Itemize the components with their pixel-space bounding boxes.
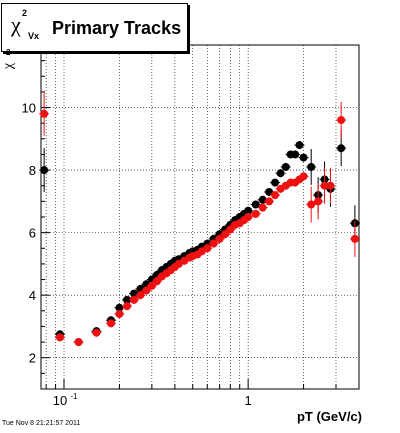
data-point-red xyxy=(320,181,329,190)
data-point-red xyxy=(221,230,230,239)
data-point-black xyxy=(281,162,290,171)
data-point-red xyxy=(209,239,218,248)
data-point-red xyxy=(40,109,49,118)
data-point-black xyxy=(307,162,316,171)
data-point-red xyxy=(74,338,83,347)
y-axis-label-superscript: 2 xyxy=(6,48,11,57)
data-point-red xyxy=(258,203,267,212)
y-axis-label-symbol: χ xyxy=(1,62,17,70)
data-point-red xyxy=(55,333,64,342)
title-subscript: Vx xyxy=(28,31,40,41)
data-point-black xyxy=(291,150,300,159)
data-point-red xyxy=(299,172,308,181)
title-superscript: 2 xyxy=(22,8,28,18)
data-point-black xyxy=(244,206,253,215)
x-tick-label: 1 xyxy=(245,393,252,408)
data-point-red xyxy=(326,181,335,190)
data-point-red xyxy=(350,234,359,243)
data-point-black xyxy=(40,166,49,175)
data-point-red xyxy=(115,309,124,318)
data-point-red xyxy=(271,191,280,200)
y-axis-label: 2 χ xyxy=(1,48,20,78)
chart-title-box: χ 2 Vx Primary Tracks xyxy=(1,3,188,52)
title-chi-symbol: χ xyxy=(11,12,21,37)
data-point-red xyxy=(142,286,151,295)
y-tick-label: 6 xyxy=(29,226,36,241)
data-point-black xyxy=(276,169,285,178)
data-point-red xyxy=(337,116,346,125)
grid-lines xyxy=(41,44,360,389)
data-point-black xyxy=(115,303,124,312)
x-tick-label: 10 xyxy=(53,393,67,408)
data-point-black xyxy=(337,144,346,153)
data-point-red xyxy=(314,197,323,206)
data-point-red xyxy=(147,281,156,290)
y-tick-label: 8 xyxy=(29,163,36,178)
data-point-red xyxy=(92,328,101,337)
x-axis-label: pT (GeV/c) xyxy=(296,409,362,424)
data-point-black xyxy=(251,200,260,209)
chart-title: Primary Tracks xyxy=(52,18,182,38)
data-point-red xyxy=(136,291,145,300)
data-point-red xyxy=(265,197,274,206)
data-point-black xyxy=(271,178,280,187)
x-tick-label-exponent: -1 xyxy=(70,392,78,401)
data-point-red xyxy=(244,213,253,221)
data-point-black xyxy=(299,153,308,162)
data-point-red xyxy=(203,244,212,253)
y-tick-label: 4 xyxy=(29,288,36,303)
data-point-black xyxy=(295,141,304,150)
data-point-red xyxy=(107,319,116,328)
timestamp: Tue Nov 8 21:21:57 2011 xyxy=(2,420,81,427)
data-point-red xyxy=(251,209,260,218)
data-point-black xyxy=(123,295,132,304)
data-point-red xyxy=(307,200,316,209)
y-tick-label: 2 xyxy=(29,351,36,366)
y-tick-label: 10 xyxy=(22,101,36,116)
data-points xyxy=(39,91,360,347)
data-point-black xyxy=(265,187,274,196)
data-point-red xyxy=(215,234,224,243)
data-point-red xyxy=(123,302,132,311)
data-point-red xyxy=(130,295,139,304)
